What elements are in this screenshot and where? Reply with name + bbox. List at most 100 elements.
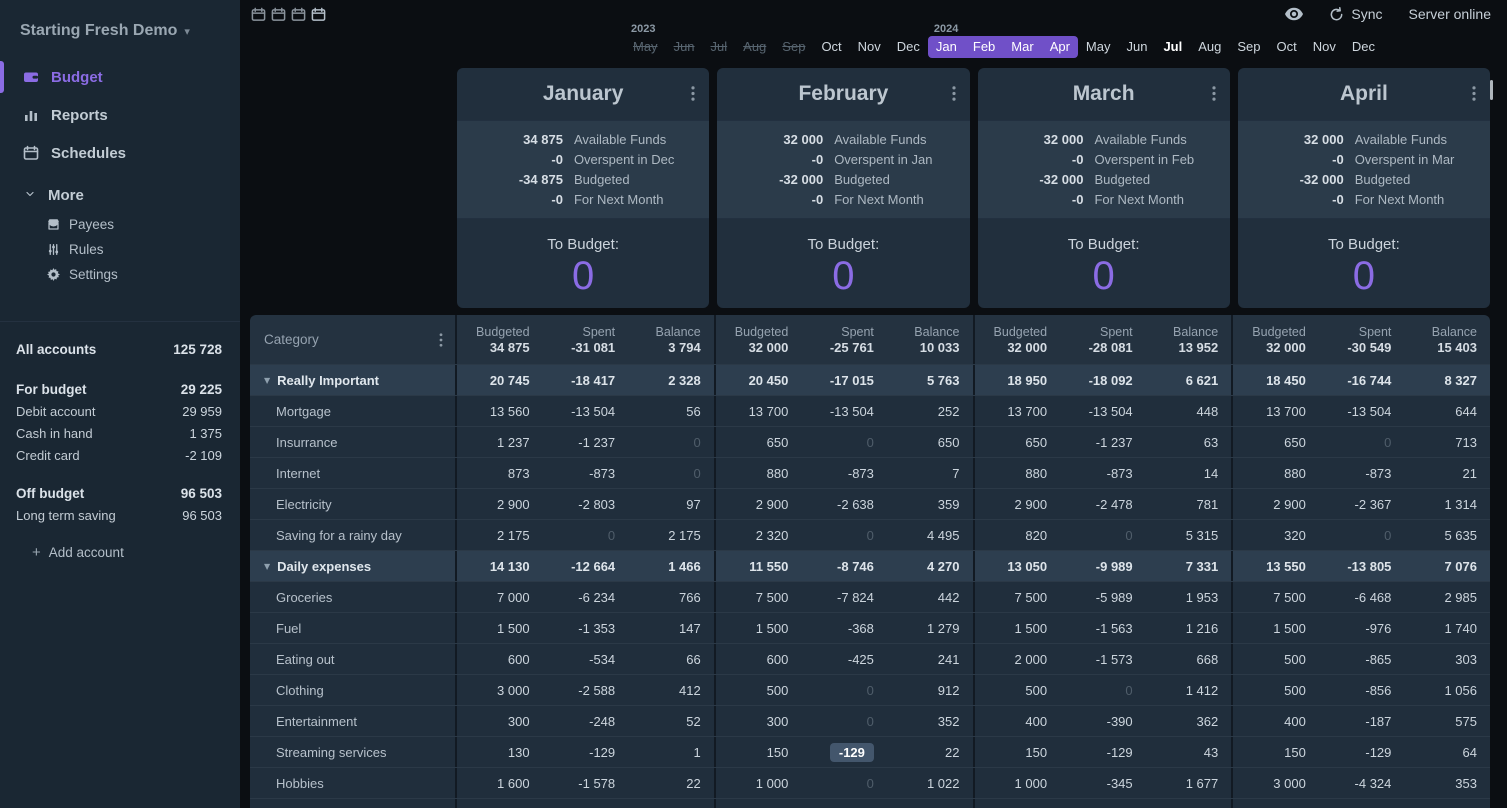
to-budget-amount[interactable]: 0 <box>1092 254 1115 298</box>
cell-balance[interactable]: 6 621 <box>1185 372 1219 388</box>
cell-balance[interactable]: 644 <box>1455 403 1477 419</box>
cell-balance[interactable]: 442 <box>937 589 960 605</box>
cell-spent[interactable]: -1 578 <box>578 775 616 791</box>
cell-balance[interactable]: 352 <box>937 713 960 729</box>
cell-spent[interactable]: -873 <box>589 465 616 481</box>
cell-budgeted[interactable]: 20 745 <box>489 372 530 388</box>
account-group-header[interactable]: Off budget 96 503 <box>16 482 222 504</box>
cell-spent[interactable]: -18 417 <box>571 372 616 388</box>
cell-budgeted[interactable]: 650 <box>766 434 789 450</box>
cell-spent[interactable]: -16 744 <box>1347 372 1392 388</box>
cell-balance[interactable]: 362 <box>1196 713 1219 729</box>
account-group-header[interactable]: For budget 29 225 <box>16 378 222 400</box>
cell-spent[interactable]: -2 588 <box>578 682 616 698</box>
cell-balance[interactable]: 5 315 <box>1185 527 1219 543</box>
sidebar-item-more[interactable]: More <box>0 178 240 212</box>
cell-balance[interactable]: 1 279 <box>926 620 960 636</box>
cell-balance[interactable]: 52 <box>686 713 701 729</box>
column-header-budgeted[interactable]: Budgeted 34 875 <box>457 315 543 364</box>
cell-budgeted[interactable]: 300 <box>766 713 789 729</box>
cell-budgeted[interactable]: 500 <box>1284 682 1306 698</box>
cell-balance[interactable]: 1 466 <box>668 558 701 574</box>
cell-budgeted[interactable]: 1 500 <box>1273 620 1306 636</box>
cell-spent[interactable]: -1 563 <box>1095 620 1133 636</box>
cell-spent[interactable]: -534 <box>589 651 616 667</box>
collapse-arrow-icon[interactable]: ▼ <box>264 375 271 385</box>
column-header-budgeted[interactable]: Budgeted 32 000 <box>975 315 1061 364</box>
cell-balance[interactable]: 56 <box>686 403 701 419</box>
cell-budgeted[interactable]: 500 <box>766 682 789 698</box>
timeline-month-jul[interactable]: Jul <box>1163 39 1183 54</box>
cell-spent[interactable]: -4 324 <box>1354 775 1392 791</box>
cell-balance[interactable]: 0 <box>693 465 701 481</box>
cell-spent[interactable]: 0 <box>1125 527 1133 543</box>
cell-spent[interactable]: -2 367 <box>1354 496 1392 512</box>
category-name[interactable]: ▼ Really Important <box>250 373 379 388</box>
category-name[interactable]: Clothing <box>276 682 324 698</box>
cell-budgeted[interactable]: 873 <box>507 465 530 481</box>
cell-balance[interactable]: 713 <box>1455 434 1477 450</box>
cell-budgeted[interactable]: 1 237 <box>497 434 530 450</box>
cell-spent[interactable]: -5 989 <box>1095 589 1133 605</box>
cell-budgeted[interactable]: 880 <box>766 465 789 481</box>
cell-budgeted[interactable]: 7 500 <box>1273 589 1306 605</box>
cell-balance[interactable]: 448 <box>1196 403 1219 419</box>
timeline-month-jan2024[interactable]: Jan 2024 <box>927 23 965 58</box>
account-item[interactable]: Debit account 29 959 <box>16 400 222 422</box>
cell-spent[interactable]: -13 504 <box>1347 403 1392 419</box>
category-name[interactable]: Saving for a rainy day <box>276 527 402 543</box>
cell-balance[interactable]: 303 <box>1455 651 1477 667</box>
cell-budgeted[interactable]: 7 500 <box>1014 589 1048 605</box>
add-account-button[interactable]: + Add account <box>32 544 222 561</box>
timeline-month-nov[interactable]: Nov <box>1312 39 1336 54</box>
cell-balance[interactable]: 353 <box>1455 775 1477 791</box>
timeline-month-jun[interactable]: Jun <box>673 39 695 54</box>
cell-balance[interactable]: 1 <box>693 744 701 760</box>
cell-budgeted[interactable]: 2 900 <box>755 496 789 512</box>
cell-budgeted[interactable]: 11 550 <box>749 558 789 574</box>
column-header-balance[interactable]: Balance 13 952 <box>1146 315 1232 364</box>
cell-spent[interactable]: -856 <box>1365 682 1392 698</box>
cell-budgeted[interactable]: 18 450 <box>1266 372 1306 388</box>
cell-balance[interactable]: 5 635 <box>1444 527 1477 543</box>
cell-spent[interactable]: 0 <box>607 527 616 543</box>
cell-spent[interactable]: -1 353 <box>578 620 616 636</box>
cell-budgeted[interactable]: 13 700 <box>748 403 789 419</box>
server-status[interactable]: Server online <box>1409 6 1492 22</box>
cell-spent[interactable]: 0 <box>866 682 874 698</box>
cell-budgeted[interactable]: 14 130 <box>489 558 530 574</box>
cell-balance[interactable]: 2 328 <box>668 372 701 388</box>
cell-balance[interactable]: 781 <box>1196 496 1219 512</box>
column-header-balance[interactable]: Balance 3 794 <box>628 315 714 364</box>
cell-spent[interactable]: -13 504 <box>829 403 874 419</box>
to-budget-amount[interactable]: 0 <box>832 254 855 298</box>
cell-spent[interactable]: -6 468 <box>1354 589 1392 605</box>
months-view-button-2[interactable] <box>271 7 286 22</box>
cell-spent[interactable]: -2 478 <box>1095 496 1133 512</box>
cell-budgeted[interactable]: 1 000 <box>755 775 789 791</box>
privacy-eye-button[interactable] <box>1285 7 1304 21</box>
cell-balance[interactable]: 912 <box>937 682 960 698</box>
cell-spent[interactable]: 0 <box>866 713 874 729</box>
cell-spent[interactable]: 0 <box>866 775 874 791</box>
months-view-button-3[interactable] <box>291 7 306 22</box>
cell-spent[interactable]: -2 803 <box>578 496 616 512</box>
account-item[interactable]: Cash in hand 1 375 <box>16 422 222 444</box>
cell-budgeted[interactable]: 500 <box>1284 651 1306 667</box>
cell-spent[interactable]: -368 <box>847 620 874 636</box>
cell-spent[interactable]: -1 237 <box>578 434 616 450</box>
timeline-month-sep[interactable]: Sep <box>782 39 806 54</box>
category-menu-button[interactable] <box>439 332 443 347</box>
month-menu-button[interactable] <box>691 86 695 101</box>
timeline-month-apr[interactable]: Apr <box>1041 36 1078 58</box>
cell-balance[interactable]: 7 331 <box>1185 558 1219 574</box>
sidebar-item-budget[interactable]: Budget <box>0 58 240 96</box>
category-name[interactable]: Internet <box>276 465 321 481</box>
cell-balance[interactable]: 241 <box>937 651 960 667</box>
cell-balance[interactable]: 2 985 <box>1444 589 1477 605</box>
cell-balance[interactable]: 4 495 <box>926 527 960 543</box>
month-menu-button[interactable] <box>951 86 956 101</box>
cell-budgeted[interactable]: 2 175 <box>497 527 530 543</box>
timeline-month-mar[interactable]: Mar <box>1003 36 1042 58</box>
cell-balance[interactable]: 21 <box>1462 465 1477 481</box>
